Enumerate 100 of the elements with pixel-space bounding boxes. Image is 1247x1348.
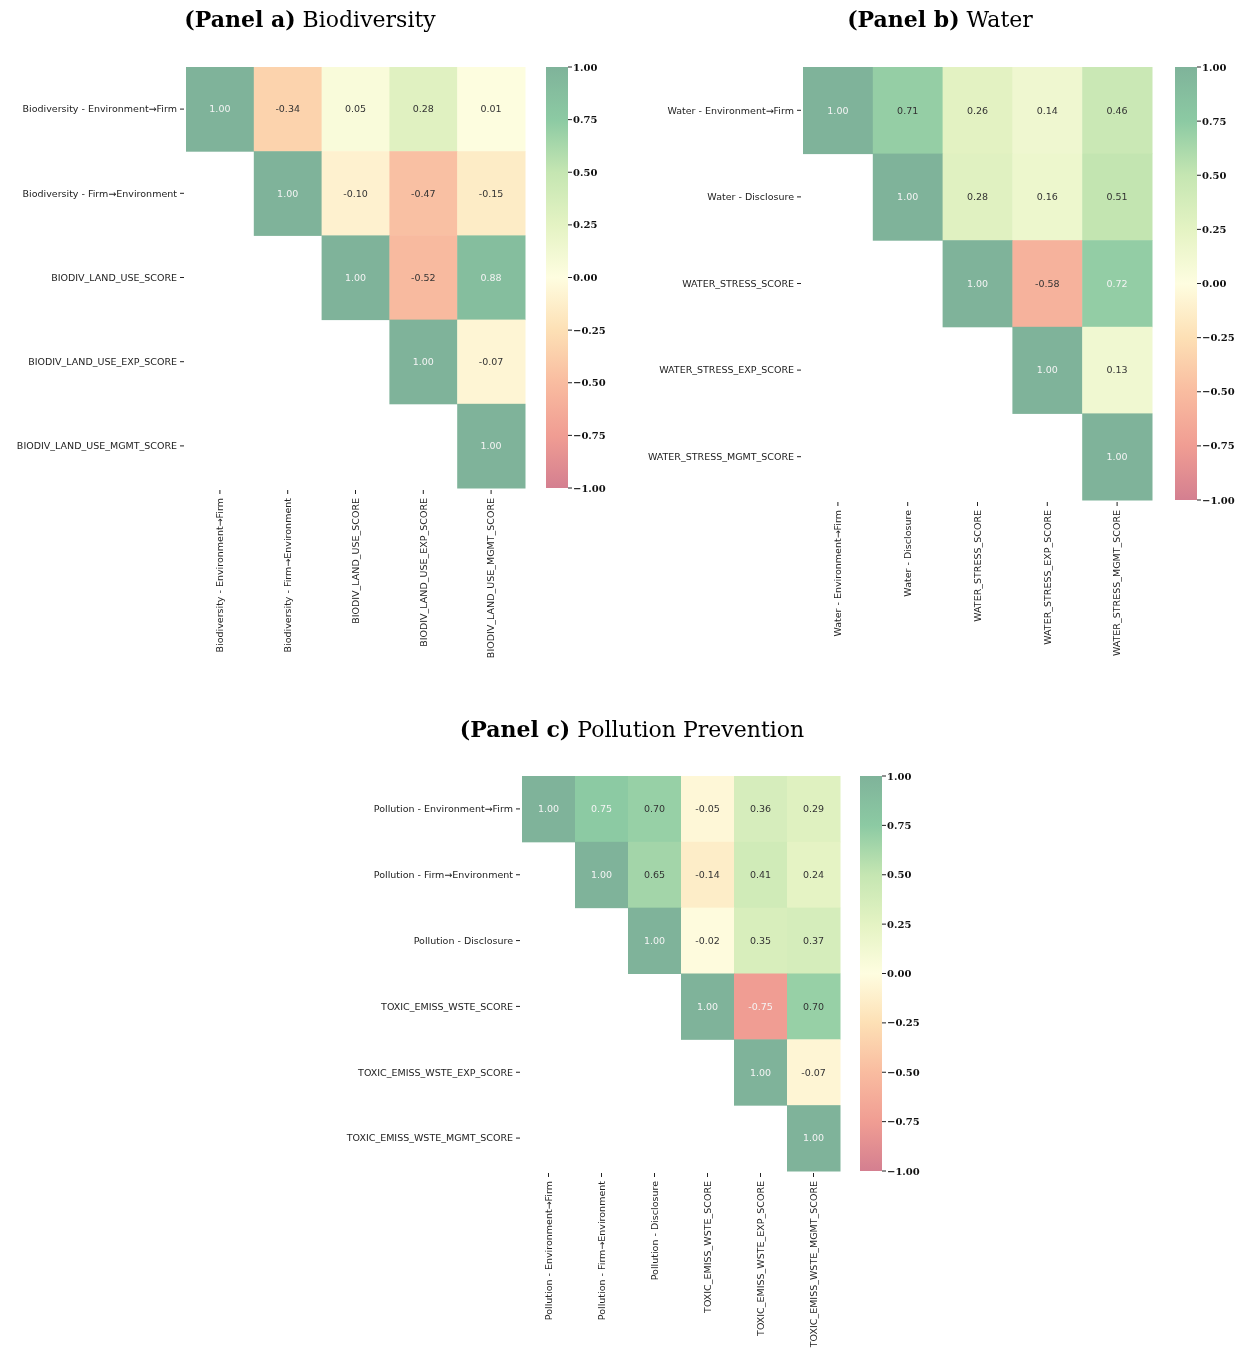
data-label: -0.10 (343, 187, 368, 199)
data-label: 0.51 (1106, 191, 1128, 203)
chart-title: (Panel a) Biodiversity (184, 6, 437, 32)
data-label: 1.00 (537, 803, 560, 815)
data-label: -0.05 (695, 803, 720, 815)
data-label: -0.47 (411, 187, 436, 199)
data-label: 0.72 (1106, 277, 1128, 289)
y-tick-label: Water - Environment→Firm (667, 104, 794, 116)
data-label: 0.37 (802, 934, 825, 946)
color-bar-label: 0.25 (887, 918, 912, 930)
data-label: 1.00 (966, 277, 989, 289)
color-bar-label: 0.50 (1202, 169, 1227, 181)
x-tick-label: WATER_STRESS_EXP_SCORE (1041, 510, 1053, 645)
color-bar-label: −0.25 (887, 1017, 920, 1029)
data-label: 0.41 (749, 869, 772, 881)
color-bar-label: 0.50 (887, 869, 912, 881)
data-label: 1.00 (209, 103, 231, 115)
color-bar-label: −0.75 (573, 429, 606, 441)
color-bar-label: −1.00 (573, 482, 606, 494)
color-bar-label: 1.00 (573, 61, 598, 73)
color-bar-label: 0.25 (573, 219, 598, 231)
color-bar-label: 0.00 (887, 968, 912, 979)
data-label: -0.75 (748, 1000, 773, 1012)
data-label: 0.28 (412, 103, 434, 115)
color-bar-label: −0.75 (887, 1116, 920, 1128)
data-label: 0.14 (1036, 104, 1058, 116)
data-label: 1.00 (897, 191, 919, 203)
y-tick-label: Pollution - Disclosure (413, 934, 514, 946)
x-tick-label: Water - Disclosure (902, 509, 914, 597)
data-label: 0.28 (966, 191, 989, 203)
color-bar-label: 0.50 (573, 166, 598, 178)
data-label: 0.05 (344, 103, 367, 115)
data-label: 0.46 (1106, 104, 1128, 116)
data-label: 0.65 (643, 869, 666, 881)
data-label: -0.07 (801, 1066, 826, 1078)
data-label: 1.00 (1106, 451, 1128, 463)
y-tick-label: TOXIC_EMISS_WSTE_SCORE (380, 1000, 513, 1012)
data-label: 1.00 (412, 356, 434, 368)
data-label: 0.29 (802, 803, 825, 815)
y-tick-label: BIODIV_LAND_USE_SCORE (51, 271, 177, 283)
data-label: 0.36 (749, 803, 772, 815)
color-bar-label: 0.00 (573, 272, 598, 283)
data-label: -0.52 (411, 271, 436, 283)
data-label: 0.13 (1106, 364, 1128, 376)
color-bar-label: −1.00 (1202, 494, 1235, 506)
y-tick-label: Biodiversity - Environment→Firm (22, 103, 177, 115)
data-label: 0.24 (802, 869, 825, 881)
data-label: 1.00 (277, 187, 299, 199)
y-tick-label: Pollution - Firm→Environment (373, 869, 514, 881)
y-tick-label: Biodiversity - Firm→Environment (22, 187, 178, 199)
data-label: 0.01 (480, 103, 502, 115)
data-label: 0.16 (1036, 191, 1058, 203)
color-bar-label: −0.50 (1202, 386, 1235, 398)
color-bar-label: 0.00 (1202, 278, 1227, 289)
data-label: 1.00 (643, 934, 666, 946)
data-label: 1.00 (1036, 364, 1058, 376)
color-bar-label: −0.50 (887, 1066, 920, 1078)
data-label: 1.00 (344, 271, 367, 283)
chart-title: (Panel c) Pollution Prevention (459, 716, 805, 742)
color-bar-label: 1.00 (887, 770, 912, 782)
y-tick-label: WATER_STRESS_MGMT_SCORE (647, 451, 794, 463)
color-bar-label: 0.25 (1202, 223, 1227, 235)
x-tick-label: WATER_STRESS_MGMT_SCORE (1111, 510, 1123, 657)
color-bar-label: −0.25 (1202, 332, 1235, 344)
y-tick-label: Water - Disclosure (707, 191, 795, 203)
y-tick-label: TOXIC_EMISS_WSTE_EXP_SCORE (357, 1066, 513, 1078)
color-bar-label: 0.75 (573, 114, 598, 126)
data-label: -0.02 (695, 934, 720, 946)
data-label: -0.15 (478, 187, 504, 199)
y-tick-label: WATER_STRESS_EXP_SCORE (659, 364, 794, 376)
data-label: -0.07 (478, 356, 504, 368)
color-bar-label: −1.00 (887, 1165, 920, 1177)
data-label: -0.14 (695, 869, 720, 881)
y-tick-label: BIODIV_LAND_USE_EXP_SCORE (28, 356, 177, 368)
color-bar-label: −0.50 (573, 377, 606, 389)
data-label: 1.00 (696, 1000, 719, 1012)
chart-title: (Panel b) Water (847, 6, 1034, 32)
color-bar-label: 0.75 (887, 819, 912, 831)
data-label: 1.00 (590, 869, 613, 881)
color-bar-label: −0.75 (1202, 440, 1235, 452)
y-tick-label: WATER_STRESS_SCORE (682, 277, 794, 289)
data-label: -0.34 (275, 103, 300, 115)
data-label: 1.00 (480, 440, 502, 452)
data-label: 0.70 (643, 803, 666, 815)
y-tick-label: BIODIV_LAND_USE_MGMT_SCORE (16, 440, 177, 452)
data-label: 1.00 (749, 1066, 772, 1078)
data-label: 0.70 (802, 1000, 825, 1012)
data-label: 0.71 (897, 104, 919, 116)
data-label: 0.88 (480, 271, 502, 283)
data-label: 0.26 (966, 104, 989, 116)
data-label: -0.58 (1035, 277, 1060, 289)
color-bar-label: 0.75 (1202, 115, 1227, 127)
color-bar-label: −0.25 (573, 324, 606, 336)
data-label: 1.00 (827, 104, 849, 116)
color-bar-label: 1.00 (1202, 61, 1227, 73)
data-label: 0.75 (590, 803, 613, 815)
data-label: 1.00 (802, 1132, 825, 1144)
x-tick-label: WATER_STRESS_SCORE (971, 510, 983, 622)
y-tick-label: TOXIC_EMISS_WSTE_MGMT_SCORE (345, 1132, 513, 1144)
y-tick-label: Pollution - Environment→Firm (373, 803, 513, 815)
